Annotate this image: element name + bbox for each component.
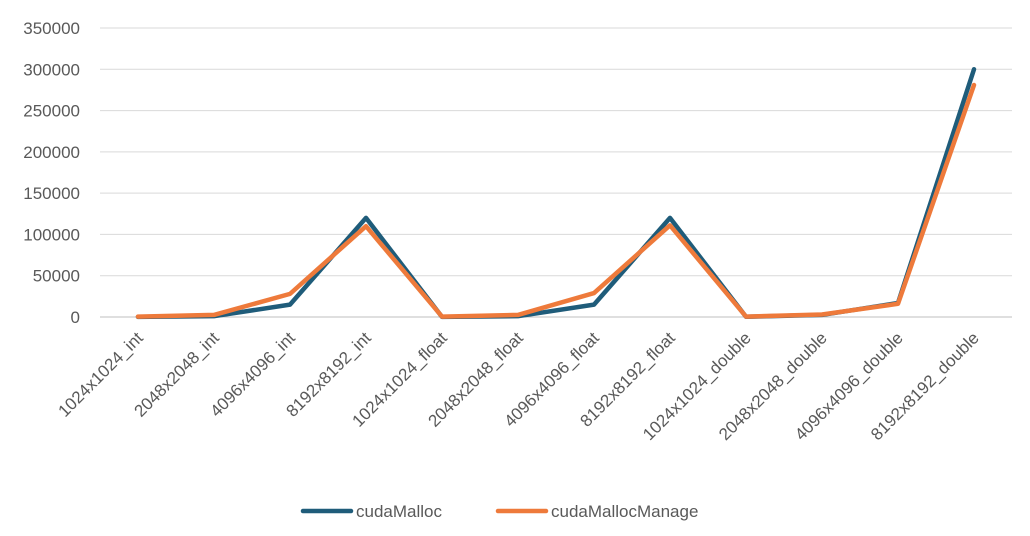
y-tick-label: 0 — [71, 308, 80, 327]
x-axis-tick-labels: 1024x1024_int2048x2048_int4096x4096_int8… — [55, 328, 983, 444]
legend: cudaMalloc cudaMallocManage — [300, 502, 698, 521]
legend-label-cudamallocmanage: cudaMallocManage — [551, 502, 698, 521]
y-tick-label: 250000 — [23, 102, 80, 121]
y-tick-label: 350000 — [23, 19, 80, 38]
y-tick-label: 300000 — [23, 60, 80, 79]
legend-label-cudamalloc: cudaMalloc — [356, 502, 442, 521]
y-tick-label: 100000 — [23, 225, 80, 244]
y-axis-tick-labels: 0 50000 100000 150000 200000 250000 300000 3500… — [23, 19, 80, 327]
gridlines — [100, 27, 1012, 318]
series-line-cudamallocmanage — [135, 82, 977, 319]
y-tick-label: 200000 — [23, 143, 80, 162]
series-lines — [135, 67, 977, 320]
y-tick-label: 150000 — [23, 184, 80, 203]
y-tick-label: 50000 — [33, 267, 80, 286]
